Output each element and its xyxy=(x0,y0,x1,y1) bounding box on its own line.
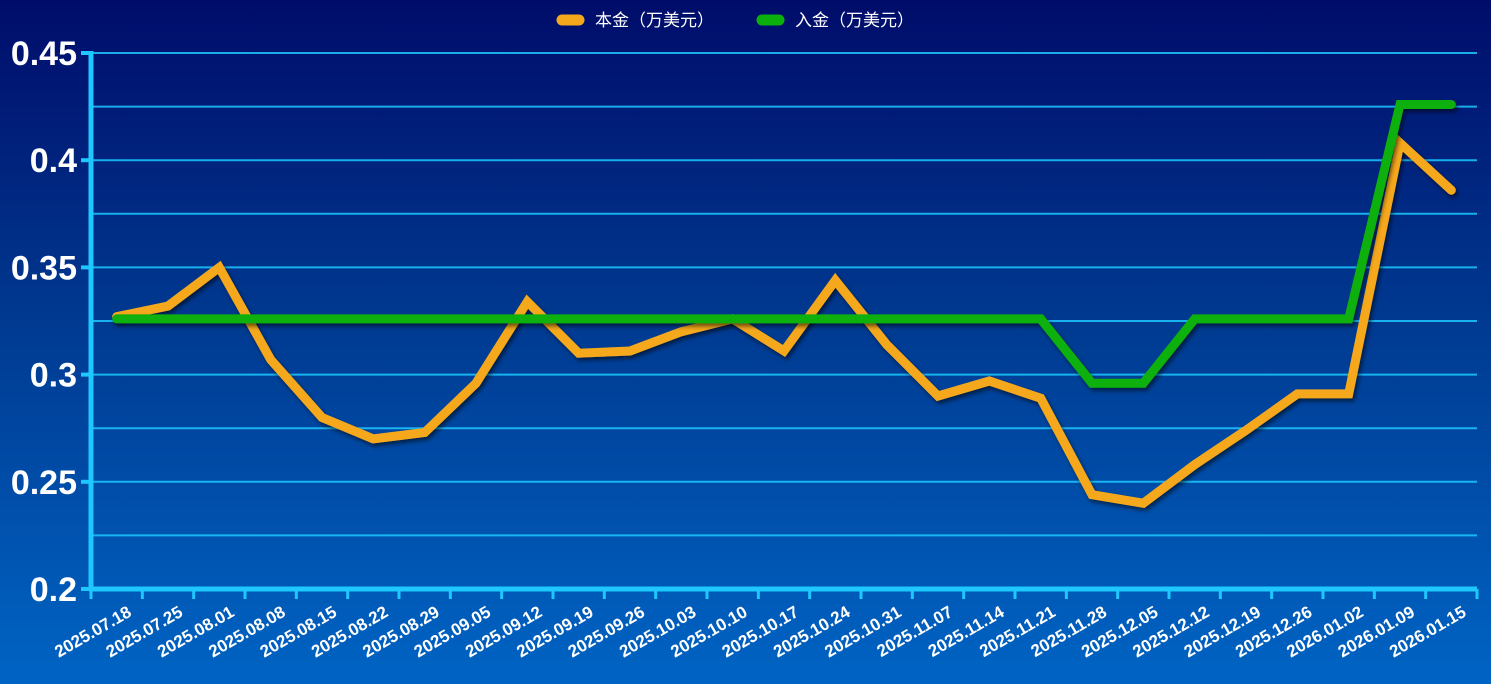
legend-label: 入金（万美元） xyxy=(795,11,914,31)
legend-label: 本金（万美元） xyxy=(595,11,714,31)
y-tick-label: 0.45 xyxy=(11,35,77,73)
legend: 本金（万美元） 入金（万美元） xyxy=(556,11,914,31)
y-tick-label: 0.3 xyxy=(30,357,77,395)
series-line-principal xyxy=(112,134,1456,508)
y-tick-label: 0.35 xyxy=(11,249,77,287)
y-tick-label: 0.4 xyxy=(30,142,77,180)
y-tick-label: 0.2 xyxy=(30,571,77,609)
x-axis-tick-labels: 2025.07.182025.07.252025.08.012025.08.08… xyxy=(51,602,1469,661)
y-axis-tick-labels: 0.2 0.25 0.3 0.35 0.4 0.45 xyxy=(11,35,77,609)
axes xyxy=(81,51,1479,599)
series-line-deposit xyxy=(112,100,1456,388)
y-tick-label: 0.25 xyxy=(11,464,77,502)
series-lines xyxy=(112,100,1456,508)
